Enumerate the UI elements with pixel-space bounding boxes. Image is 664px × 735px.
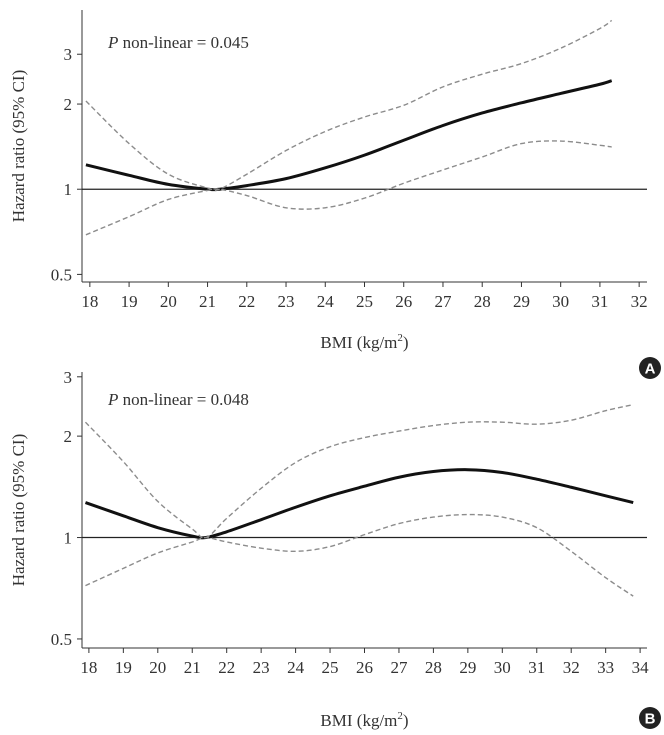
x-tick-label: 32 (563, 658, 580, 677)
y-tick-label: 1 (64, 180, 73, 199)
x-tick-label: 29 (459, 658, 476, 677)
y-tick-label: 3 (64, 368, 73, 387)
y-tick-label: 0.5 (51, 265, 72, 284)
x-tick-label: 27 (390, 658, 408, 677)
x-tick-label: 24 (287, 658, 305, 677)
y-tick-label: 1 (64, 529, 73, 548)
y-tick-label: 3 (64, 45, 73, 64)
x-tick-label: 26 (395, 292, 412, 311)
x-tick-label: 20 (160, 292, 177, 311)
p-symbol: P (107, 390, 118, 409)
y-axis-title: Hazard ratio (95% CI) (9, 70, 28, 222)
series-line-upper (85, 19, 613, 192)
x-tick-label: 29 (513, 292, 530, 311)
panel-badge: B (639, 707, 661, 729)
series-line-estimate (84, 468, 634, 540)
x-tick-label: 28 (425, 658, 442, 677)
x-tick-label: 21 (199, 292, 216, 311)
panel-badge-circle (639, 707, 661, 729)
y-tick-label: 2 (64, 95, 73, 114)
x-tick-label: 30 (494, 658, 511, 677)
x-axis-title: BMI (kg/m2) (320, 710, 408, 730)
y-axis-title: Hazard ratio (95% CI) (9, 434, 28, 586)
panel-badge-label: B (645, 711, 656, 728)
x-tick-label: 20 (149, 658, 166, 677)
x-tick-label: 19 (121, 292, 138, 311)
x-tick-label: 31 (591, 292, 608, 311)
x-tick-label: 18 (80, 658, 97, 677)
x-tick-label: 27 (434, 292, 452, 311)
x-tick-label: 33 (597, 658, 614, 677)
x-axis-title: BMI (kg/m2) (320, 332, 408, 352)
panel-badge-circle (639, 357, 661, 379)
x-axis-title-close: ) (403, 711, 409, 730)
x-tick-label: 25 (356, 292, 373, 311)
x-tick-label: 24 (317, 292, 335, 311)
x-axis-title-superscript: 2 (397, 332, 403, 344)
y-tick-label: 0.5 (51, 630, 72, 649)
series-line-upper (84, 403, 634, 539)
x-tick-label: 21 (184, 658, 201, 677)
panel-badge-label: A (645, 361, 656, 378)
p-value-text: non-linear = 0.048 (118, 390, 248, 409)
x-tick-label: 19 (115, 658, 132, 677)
series-line-lower (85, 140, 612, 236)
x-axis-title-main: BMI (kg/m (320, 333, 397, 352)
x-axis-title-main: BMI (kg/m (320, 711, 397, 730)
p-nonlinear-annotation: P non-linear = 0.045 (107, 33, 249, 52)
series-line-estimate (85, 79, 613, 192)
x-tick-label: 34 (632, 658, 650, 677)
x-tick-label: 23 (253, 658, 270, 677)
panel-badge: A (639, 357, 661, 379)
x-tick-label: 31 (528, 658, 545, 677)
p-value-text: non-linear = 0.045 (118, 33, 248, 52)
x-tick-label: 25 (322, 658, 339, 677)
x-tick-label: 18 (81, 292, 98, 311)
x-tick-label: 22 (218, 658, 235, 677)
x-tick-label: 26 (356, 658, 373, 677)
x-tick-label: 28 (474, 292, 491, 311)
p-symbol: P (107, 33, 118, 52)
x-tick-label: 30 (552, 292, 569, 311)
x-axis-title-close: ) (403, 333, 409, 352)
x-tick-label: 32 (631, 292, 648, 311)
chart-panel-b: 18 19 20 21 22 23 24 25 26 27 28 29 30 31 32 33 340.5123… (9, 368, 661, 730)
y-tick-label: 2 (64, 427, 73, 446)
x-tick-label: 23 (278, 292, 295, 311)
series-line-lower (85, 513, 634, 597)
p-nonlinear-annotation: P non-linear = 0.048 (107, 390, 249, 409)
x-axis-title-superscript: 2 (397, 710, 403, 722)
x-tick-label: 22 (238, 292, 255, 311)
